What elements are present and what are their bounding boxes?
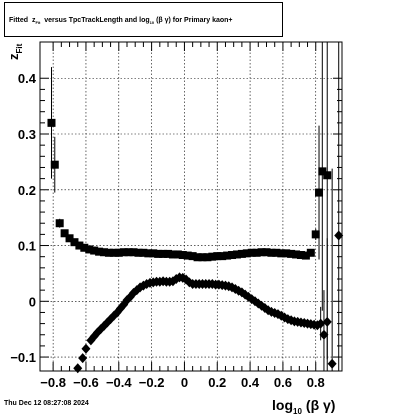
diamond-marker — [81, 343, 91, 354]
x-tick-label: 0 — [181, 375, 188, 390]
square-marker — [292, 250, 301, 259]
square-marker — [173, 250, 182, 259]
square-marker — [262, 248, 271, 257]
square-marker — [188, 252, 197, 261]
diamond-marker — [247, 294, 257, 305]
diamond-marker — [334, 230, 344, 241]
square-marker — [55, 219, 64, 228]
y-axis-label: zFit — [6, 43, 24, 60]
square-marker — [272, 248, 281, 257]
square-marker — [301, 251, 310, 260]
square-marker — [267, 248, 276, 257]
square-marker — [168, 250, 177, 259]
square-marker — [306, 248, 315, 257]
timestamp: Thu Dec 12 08:27:08 2024 — [4, 400, 89, 407]
square-marker — [95, 247, 104, 256]
square-marker — [178, 251, 187, 260]
square-marker — [277, 249, 286, 258]
square-marker — [114, 248, 123, 257]
square-marker — [70, 238, 79, 247]
square-marker — [100, 248, 109, 257]
square-marker — [213, 252, 222, 261]
x-tick-label: 0.2 — [208, 375, 226, 390]
x-tick-label: −0.4 — [106, 375, 132, 390]
diamond-marker — [327, 358, 337, 369]
x-tick-label: −0.6 — [73, 375, 99, 390]
square-marker — [104, 248, 113, 257]
square-marker — [237, 249, 246, 258]
square-marker — [47, 118, 56, 127]
square-marker — [247, 248, 256, 257]
square-marker — [198, 253, 207, 262]
square-marker — [80, 243, 89, 252]
square-marker — [282, 249, 291, 258]
square-marker — [139, 248, 148, 257]
square-marker — [149, 249, 158, 258]
title-log-sub: 10 — [149, 20, 155, 25]
square-marker — [134, 248, 143, 257]
square-marker — [159, 249, 168, 258]
x-axis-label: log10 (β γ) — [272, 397, 335, 414]
chart-title: Fitted zFit versus TpcTrackLength and lo… — [4, 2, 283, 37]
square-marker — [315, 188, 324, 197]
plot-frame — [39, 41, 343, 372]
x-tick-label: 0.8 — [307, 375, 325, 390]
square-marker — [242, 249, 251, 258]
square-marker — [287, 249, 296, 258]
square-marker — [296, 251, 305, 260]
square-marker — [124, 248, 133, 257]
x-tick-label: −0.2 — [139, 375, 165, 390]
square-marker — [183, 251, 192, 260]
square-marker — [318, 167, 327, 176]
y-tick-label: 0.4 — [18, 71, 37, 86]
square-marker — [164, 249, 173, 258]
diamond-marker — [122, 295, 132, 306]
x-tick-label: −0.8 — [40, 375, 66, 390]
title-part3: (β γ) for Primary kaon+ — [156, 17, 233, 24]
diamond-marker — [319, 329, 329, 340]
square-marker — [193, 253, 202, 262]
square-marker — [90, 246, 99, 255]
square-marker — [232, 250, 241, 259]
tick-labels: −0.8 −0.6 −0.4 −0.2 0 0.2 0.4 0.6 0.8 −0.1 0 0.1 0.2… — [10, 71, 324, 390]
x-tick-label: 0.6 — [274, 375, 292, 390]
y-tick-label: 0 — [29, 294, 36, 309]
title-part1: Fitted — [9, 17, 29, 24]
title-part2: versus TpcTrackLength and log — [44, 17, 150, 24]
square-marker — [60, 229, 69, 238]
square-marker — [257, 248, 266, 257]
y-tick-label: 0.2 — [18, 183, 36, 198]
square-marker — [85, 245, 94, 254]
title-z: z — [31, 17, 36, 24]
square-marker — [223, 251, 232, 260]
square-marker — [228, 251, 237, 260]
y-tick-label: 0.3 — [18, 127, 36, 142]
square-marker — [203, 253, 212, 262]
square-marker — [323, 171, 332, 180]
diamond-marker — [322, 316, 332, 327]
square-marker — [144, 249, 153, 258]
x-tick-label: 0.4 — [241, 375, 260, 390]
square-marker — [311, 230, 320, 239]
square-marker — [252, 248, 261, 257]
title-z-sub: Fit — [35, 20, 41, 25]
square-marker — [75, 241, 84, 250]
y-tick-label: 0.1 — [18, 239, 36, 254]
square-marker — [154, 249, 163, 258]
axis-ticks — [40, 42, 342, 371]
square-marker — [218, 252, 227, 261]
square-marker — [50, 160, 59, 169]
square-marker — [65, 234, 74, 243]
square-marker — [109, 248, 118, 257]
diamond-marker — [316, 318, 326, 329]
square-marker — [119, 248, 128, 257]
square-marker — [208, 252, 217, 261]
diamond-marker — [78, 353, 88, 364]
diamond-marker — [119, 299, 129, 310]
y-tick-label: −0.1 — [10, 350, 36, 365]
data-markers — [47, 118, 344, 374]
square-marker — [129, 248, 138, 257]
